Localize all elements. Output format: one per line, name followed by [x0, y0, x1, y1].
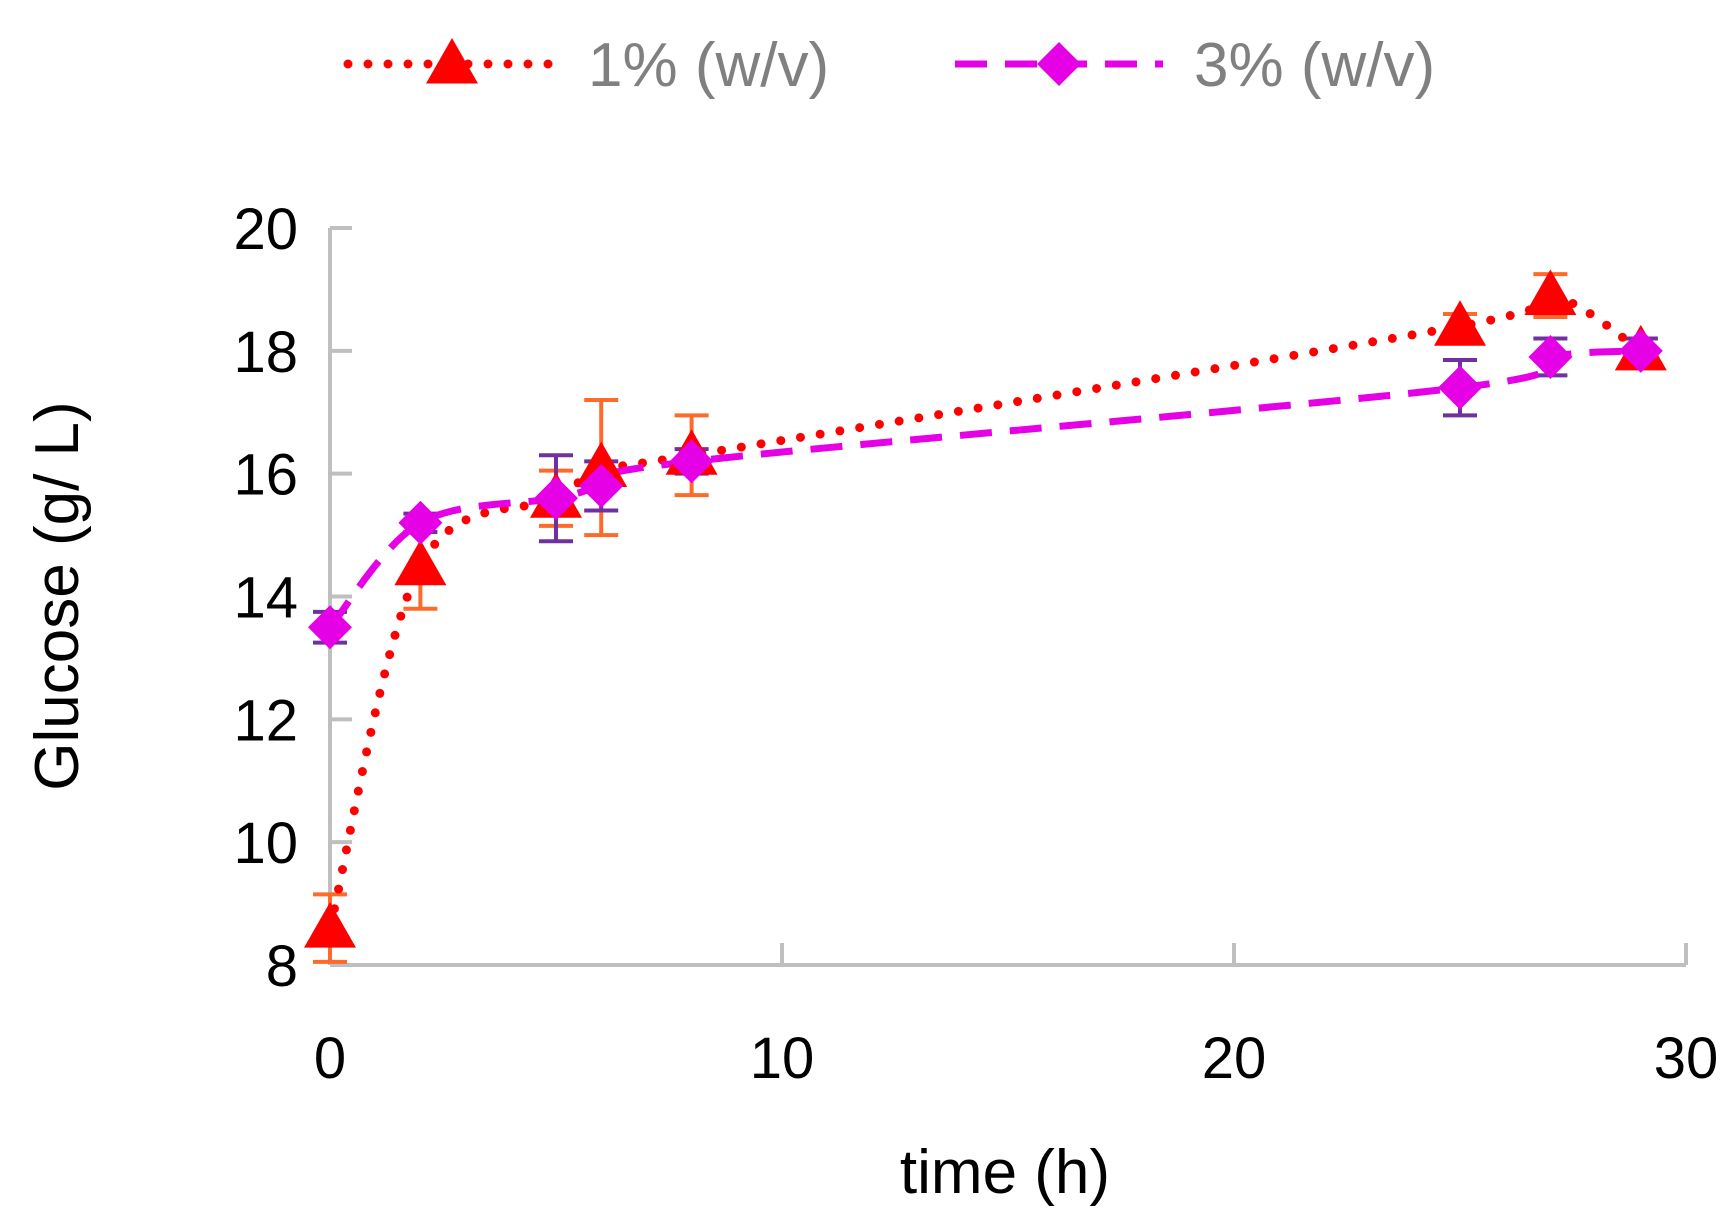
data-point-2	[534, 476, 578, 521]
legend-item-1: 1% (w/v)	[343, 31, 829, 100]
data-point-2	[669, 439, 714, 484]
x-tick-label: 30	[1654, 1026, 1719, 1091]
x-axis-title: time (h)	[900, 1138, 1110, 1207]
y-tick-label: 10	[233, 811, 298, 876]
data-point-1	[304, 902, 356, 948]
y-tick-label: 12	[233, 688, 298, 753]
data-point-2	[308, 605, 352, 650]
data-point-1	[1434, 300, 1486, 346]
legend: 1% (w/v) 3% (w/v)	[343, 31, 1435, 100]
y-tick-label: 18	[233, 320, 298, 385]
legend-label: 3% (w/v)	[1194, 31, 1435, 100]
ticks: 8 10 12 14 16 18 20 0 10 20 30	[233, 197, 1718, 1091]
data-point-2	[398, 500, 443, 545]
data-point-1	[394, 539, 447, 586]
series-line-2	[327, 347, 1642, 630]
data-point-2	[1618, 328, 1663, 373]
x-tick-label: 20	[1202, 1026, 1267, 1091]
series-markers	[304, 269, 1667, 948]
data-point-1	[1524, 269, 1577, 316]
legend-marker	[1037, 42, 1081, 86]
data-point-2	[1438, 365, 1482, 410]
data-point-2	[1528, 334, 1573, 379]
axes	[328, 228, 1686, 967]
y-tick-label: 16	[233, 443, 298, 508]
y-tick-label: 14	[233, 566, 298, 631]
legend-item-2: 3% (w/v)	[955, 31, 1435, 100]
y-tick-label: 8	[266, 934, 298, 999]
x-tick-label: 10	[750, 1026, 815, 1091]
legend-label: 1% (w/v)	[588, 31, 829, 100]
legend-marker	[426, 38, 478, 84]
y-axis-title: Glucose (g/ L)	[23, 401, 92, 790]
x-tick-label: 0	[314, 1026, 346, 1091]
y-tick-label: 20	[233, 197, 298, 262]
data-point-2	[579, 463, 624, 508]
